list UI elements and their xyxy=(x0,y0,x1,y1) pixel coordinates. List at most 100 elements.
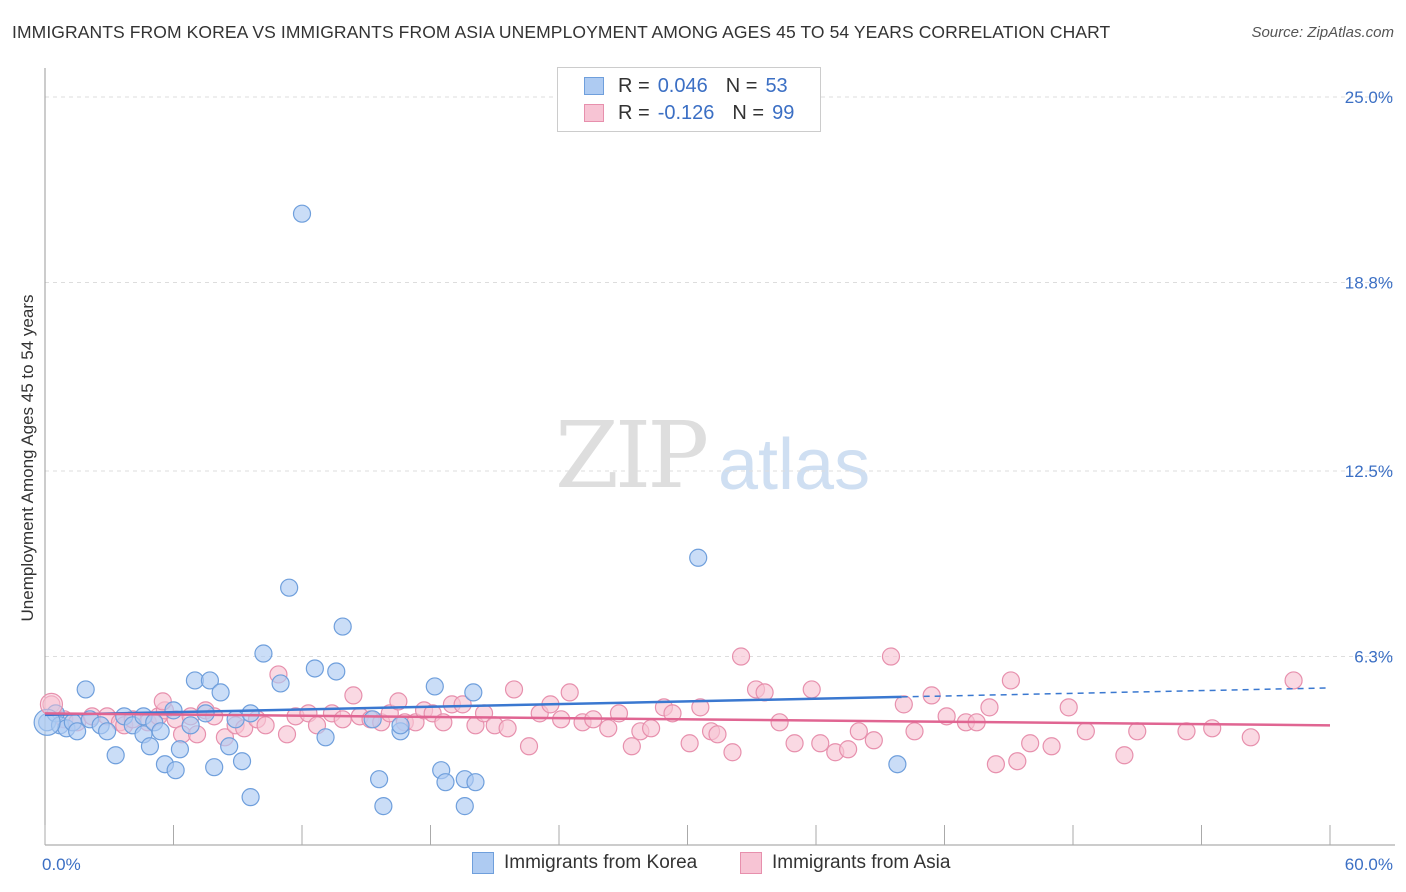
asia-point xyxy=(277,725,297,744)
asia-point xyxy=(1177,722,1196,741)
asia-point xyxy=(802,680,821,699)
source-label: Source: ZipAtlas.com xyxy=(1251,24,1394,41)
korea-point xyxy=(205,758,224,777)
asia-point xyxy=(1128,722,1147,741)
asia-point xyxy=(755,683,774,702)
asia-r-value: -0.126 xyxy=(657,101,715,124)
korea-point xyxy=(254,644,273,663)
korea-point xyxy=(220,737,239,756)
asia-point xyxy=(1115,746,1134,765)
asia-point xyxy=(389,692,408,711)
korea-point xyxy=(689,548,708,567)
asia-point xyxy=(811,734,830,753)
korea-point xyxy=(200,671,220,690)
asia-point xyxy=(839,740,858,759)
korea-point xyxy=(455,797,474,816)
asia-point xyxy=(680,734,699,753)
korea-point xyxy=(164,701,183,720)
asia-point xyxy=(1059,698,1078,717)
legend-row-korea: R = 0.046 N = 53 xyxy=(584,74,788,98)
asia-point xyxy=(1042,737,1061,756)
korea-r-value: 0.046 xyxy=(657,74,708,97)
korea-trend-line-dashed xyxy=(901,687,1331,698)
asia-point xyxy=(723,743,742,762)
korea-point xyxy=(140,737,160,756)
asia-point xyxy=(731,647,751,666)
asia-point xyxy=(1001,671,1020,690)
asia-point xyxy=(663,704,682,723)
asia-point xyxy=(344,686,363,705)
korea-point xyxy=(241,704,260,723)
asia-point xyxy=(708,725,727,744)
asia-r-label: R = xyxy=(618,101,650,124)
asia-point xyxy=(453,695,472,714)
korea-swatch-icon xyxy=(584,77,604,95)
y-tick-label: 12.5% xyxy=(1345,462,1393,481)
asia-point xyxy=(1203,719,1222,738)
x-tick-label-max: 60.0% xyxy=(1345,855,1393,874)
asia-point xyxy=(905,722,924,741)
korea-point xyxy=(370,770,389,789)
korea-point xyxy=(181,716,200,735)
korea-point xyxy=(327,662,346,681)
asia-n-value: 99 xyxy=(772,101,795,124)
korea-point xyxy=(466,773,485,792)
korea-point xyxy=(391,716,410,735)
korea-point xyxy=(196,704,215,723)
asia-point xyxy=(785,734,804,753)
asia-point xyxy=(641,719,661,738)
chart-title: IMMIGRANTS FROM KOREA VS IMMIGRANTS FROM… xyxy=(12,22,1111,42)
korea-point xyxy=(374,797,393,816)
asia-point xyxy=(519,737,539,756)
korea-n-value: 53 xyxy=(765,74,788,97)
korea-point xyxy=(333,617,352,636)
korea-n-label: N = xyxy=(725,74,758,97)
korea-point xyxy=(464,683,483,702)
asia-point xyxy=(849,722,868,741)
y-tick-label: 18.8% xyxy=(1345,274,1393,293)
x-tick-label-min: 0.0% xyxy=(42,855,81,874)
korea-legend-label: Immigrants from Korea xyxy=(504,852,698,873)
y-tick-label: 25.0% xyxy=(1345,88,1393,107)
asia-legend-label: Immigrants from Asia xyxy=(772,852,951,873)
korea-point xyxy=(241,788,260,807)
korea-point xyxy=(280,578,299,597)
korea-point xyxy=(316,728,335,747)
asia-point xyxy=(498,719,517,738)
asia-point xyxy=(691,698,710,717)
asia-point xyxy=(864,731,883,750)
asia-point xyxy=(560,683,579,702)
watermark-zip: ZIP xyxy=(555,402,709,509)
asia-point xyxy=(1021,734,1040,753)
korea-point xyxy=(425,677,444,696)
korea-point xyxy=(211,683,230,702)
legend-row-asia: R = -0.126 N = 99 xyxy=(584,101,794,125)
asia-point xyxy=(881,647,901,666)
korea-point xyxy=(436,773,455,792)
asia-point xyxy=(1008,752,1027,771)
asia-n-label: N = xyxy=(732,101,765,124)
korea-r-label: R = xyxy=(618,74,650,97)
korea-point xyxy=(232,752,252,771)
asia-point xyxy=(770,713,789,732)
korea-point xyxy=(151,722,170,741)
korea-point xyxy=(106,746,125,765)
bottom-legend-korea: Immigrants from Korea xyxy=(472,852,697,874)
korea-point xyxy=(305,659,324,678)
asia-point xyxy=(986,755,1006,774)
asia-point xyxy=(333,710,352,729)
korea-point xyxy=(363,710,382,729)
korea-point xyxy=(292,204,312,223)
asia-point xyxy=(504,680,524,699)
korea-point xyxy=(166,761,185,780)
asia-point xyxy=(980,698,999,717)
korea-trend-line xyxy=(44,695,902,717)
watermark-atlas: atlas xyxy=(718,425,871,505)
asia-point xyxy=(1284,671,1303,690)
y-axis-label: Unemployment Among Ages 45 to 54 years xyxy=(18,294,37,622)
asia-point xyxy=(622,737,641,756)
asia-point xyxy=(894,695,913,714)
y-tick-label: 6.3% xyxy=(1354,648,1393,667)
asia-legend-icon xyxy=(740,852,762,874)
